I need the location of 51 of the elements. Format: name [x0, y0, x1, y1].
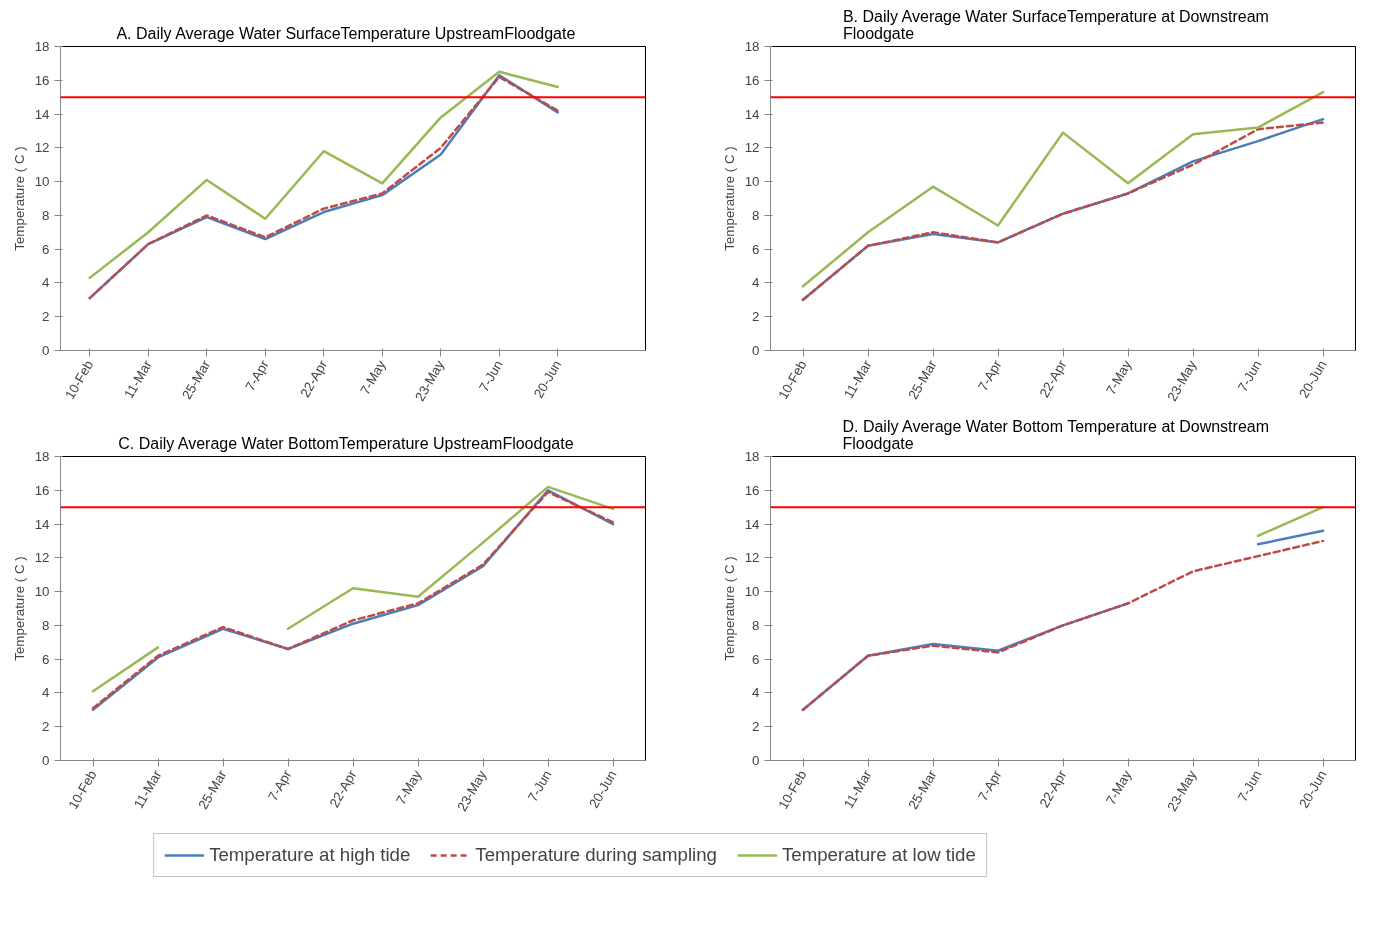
- y-tick-label: 6: [42, 241, 50, 257]
- y-tick-label: 10: [744, 584, 760, 600]
- chart-title: D. Daily Average Water Bottom Temperature at Downstream Floodgate: [842, 417, 1270, 452]
- y-tick-label: 10: [34, 584, 50, 600]
- y-tick-label: 16: [744, 72, 760, 88]
- y-tick-label: 4: [752, 685, 761, 701]
- y-tick-label: 16: [744, 482, 760, 498]
- chart-title: A. Daily Average Water SurfaceTemperature UpstreamFloodgate: [116, 24, 576, 42]
- chart-title: C. Daily Average Water BottomTemperature UpstreamFloodgate: [118, 434, 574, 452]
- y-axis-title: Temperature ( C ): [721, 556, 737, 661]
- y-tick-label: 0: [752, 343, 760, 358]
- y-tick-label: 18: [744, 449, 760, 464]
- y-tick-label: 4: [752, 275, 761, 291]
- legend-label: Temperature during sampling: [475, 844, 717, 866]
- y-tick-label: 4: [42, 685, 51, 701]
- y-tick-label: 6: [752, 651, 760, 667]
- y-tick-label: 18: [34, 449, 50, 464]
- legend-label: Temperature at low tide: [781, 844, 976, 866]
- y-tick-label: 12: [744, 550, 760, 566]
- y-tick-label: 0: [752, 753, 760, 768]
- y-tick-label: 14: [34, 106, 51, 122]
- y-tick-label: 0: [42, 343, 50, 358]
- y-tick-label: 8: [752, 617, 760, 633]
- y-tick-label: 2: [42, 719, 50, 735]
- y-tick-label: 14: [744, 106, 761, 122]
- legend-label: Temperature at high tide: [209, 844, 411, 866]
- y-axis-title: Temperature ( C ): [11, 146, 27, 251]
- y-axis-title: Temperature ( C ): [11, 556, 27, 661]
- y-tick-label: 10: [744, 174, 760, 190]
- y-tick-label: 12: [34, 550, 50, 566]
- y-tick-label: 2: [752, 719, 760, 735]
- y-tick-label: 0: [42, 753, 50, 768]
- y-tick-label: 14: [34, 516, 51, 532]
- y-axis-title: Temperature ( C ): [721, 146, 737, 251]
- y-tick-label: 6: [752, 241, 760, 257]
- chart-title: B. Daily Average Water SurfaceTemperature at Downstream Floodgate: [842, 7, 1269, 42]
- y-tick-label: 16: [34, 482, 50, 498]
- y-tick-label: 12: [744, 140, 760, 156]
- y-tick-label: 8: [42, 207, 50, 223]
- y-tick-label: 2: [752, 309, 760, 325]
- y-tick-label: 14: [744, 516, 761, 532]
- y-tick-label: 18: [34, 39, 50, 54]
- y-tick-label: 18: [744, 39, 760, 54]
- y-tick-label: 6: [42, 651, 50, 667]
- y-tick-label: 10: [34, 174, 50, 190]
- y-tick-label: 2: [42, 309, 50, 325]
- y-tick-label: 12: [34, 140, 50, 156]
- y-tick-label: 8: [752, 207, 760, 223]
- y-tick-label: 8: [42, 617, 50, 633]
- y-tick-label: 4: [42, 275, 51, 291]
- y-tick-label: 16: [34, 72, 50, 88]
